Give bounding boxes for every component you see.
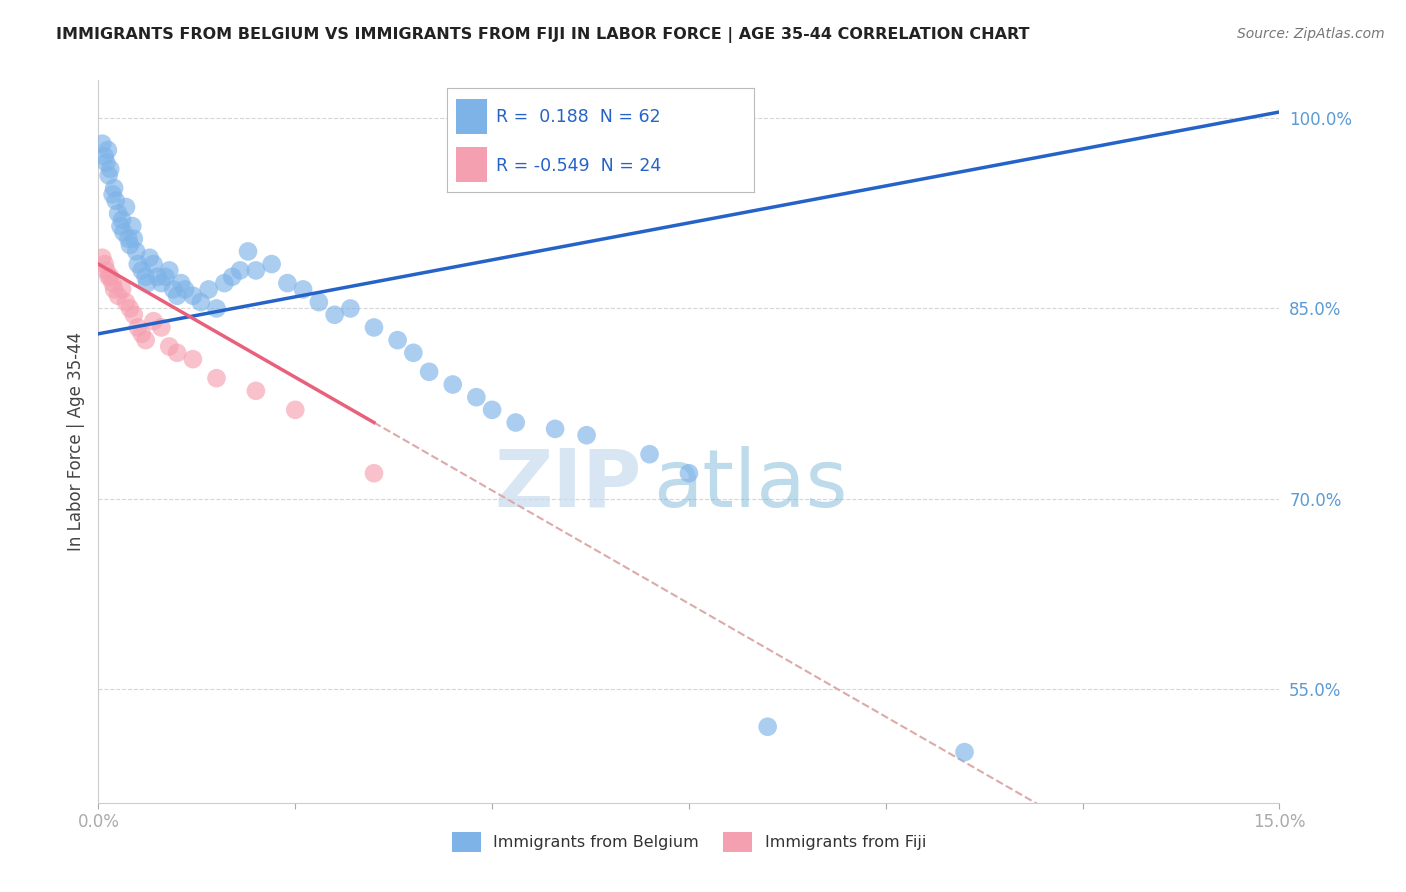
- Point: [138, 251, 160, 265]
- Point: [418, 365, 440, 379]
- Point: [107, 289, 129, 303]
- Point: [107, 206, 129, 220]
- Point: [96, 263, 118, 277]
- Point: [221, 269, 243, 284]
- Point: [157, 339, 180, 353]
- Point: [214, 276, 236, 290]
- Point: [205, 371, 228, 385]
- Point: [96, 155, 118, 169]
- Point: [117, 232, 139, 246]
- Point: [103, 181, 125, 195]
- Point: [292, 282, 315, 296]
- Point: [101, 187, 124, 202]
- Point: [174, 282, 197, 296]
- Point: [205, 301, 228, 316]
- Point: [481, 402, 503, 417]
- Point: [101, 276, 124, 290]
- Point: [136, 276, 159, 290]
- Point: [127, 257, 149, 271]
- Point: [229, 263, 252, 277]
- Point: [103, 282, 125, 296]
- Point: [678, 467, 700, 481]
- Point: [197, 282, 219, 296]
- Point: [402, 346, 425, 360]
- Point: [363, 320, 385, 334]
- Point: [323, 308, 346, 322]
- Point: [93, 149, 115, 163]
- Point: [91, 251, 114, 265]
- Point: [146, 269, 169, 284]
- Legend: Immigrants from Belgium, Immigrants from Fiji: Immigrants from Belgium, Immigrants from…: [444, 824, 934, 860]
- Point: [166, 289, 188, 303]
- Point: [181, 289, 204, 303]
- Point: [98, 269, 121, 284]
- Point: [756, 720, 779, 734]
- Point: [170, 276, 193, 290]
- Point: [122, 232, 145, 246]
- Point: [122, 308, 145, 322]
- Point: [131, 263, 153, 277]
- Point: [544, 422, 567, 436]
- Point: [260, 257, 283, 271]
- Point: [150, 276, 173, 290]
- Point: [339, 301, 361, 316]
- Point: [98, 161, 121, 176]
- Point: [131, 326, 153, 341]
- Point: [363, 467, 385, 481]
- Point: [112, 226, 135, 240]
- Y-axis label: In Labor Force | Age 35-44: In Labor Force | Age 35-44: [66, 332, 84, 551]
- Point: [121, 219, 143, 233]
- Point: [308, 295, 330, 310]
- Point: [181, 352, 204, 367]
- Point: [190, 295, 212, 310]
- Point: [118, 301, 141, 316]
- Point: [118, 238, 141, 252]
- Point: [135, 333, 157, 347]
- Point: [638, 447, 661, 461]
- Point: [97, 143, 120, 157]
- Text: atlas: atlas: [654, 446, 848, 524]
- Point: [245, 384, 267, 398]
- Point: [127, 320, 149, 334]
- Point: [387, 333, 409, 347]
- Point: [142, 314, 165, 328]
- Point: [505, 416, 527, 430]
- Point: [110, 219, 132, 233]
- Point: [115, 200, 138, 214]
- Point: [441, 377, 464, 392]
- Point: [245, 263, 267, 277]
- Point: [135, 269, 157, 284]
- Point: [465, 390, 488, 404]
- Point: [276, 276, 298, 290]
- Point: [162, 282, 184, 296]
- Point: [150, 320, 173, 334]
- Point: [91, 136, 114, 151]
- Point: [115, 295, 138, 310]
- Point: [104, 194, 127, 208]
- Point: [236, 244, 259, 259]
- Point: [97, 169, 120, 183]
- Point: [284, 402, 307, 417]
- Point: [575, 428, 598, 442]
- Point: [125, 244, 148, 259]
- Text: IMMIGRANTS FROM BELGIUM VS IMMIGRANTS FROM FIJI IN LABOR FORCE | AGE 35-44 CORRE: IMMIGRANTS FROM BELGIUM VS IMMIGRANTS FR…: [56, 27, 1029, 43]
- Point: [157, 263, 180, 277]
- Point: [953, 745, 976, 759]
- Point: [93, 257, 115, 271]
- Point: [97, 269, 120, 284]
- Text: ZIP: ZIP: [495, 446, 641, 524]
- Point: [155, 269, 177, 284]
- Text: Source: ZipAtlas.com: Source: ZipAtlas.com: [1237, 27, 1385, 41]
- Point: [111, 282, 134, 296]
- Point: [142, 257, 165, 271]
- Point: [166, 346, 188, 360]
- Point: [111, 212, 134, 227]
